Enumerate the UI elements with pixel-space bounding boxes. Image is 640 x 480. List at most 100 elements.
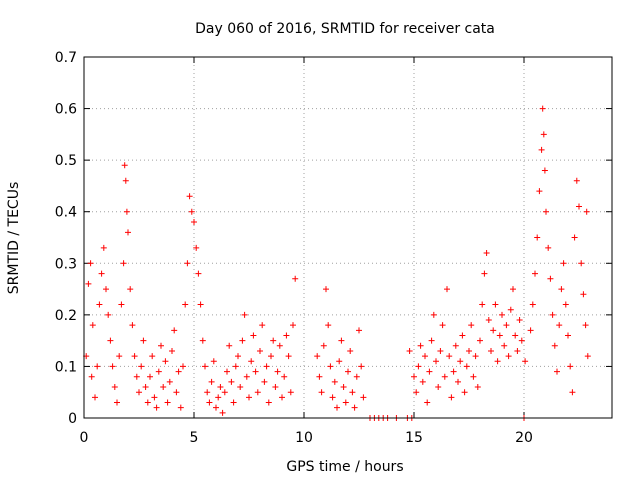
data-point: [184, 260, 191, 267]
data-point: [237, 384, 244, 391]
data-point: [153, 404, 160, 411]
data-point: [576, 203, 582, 210]
data-point: [565, 332, 571, 339]
data-point: [243, 373, 250, 380]
data-point: [325, 322, 332, 329]
data-point: [140, 337, 147, 344]
data-point: [512, 332, 519, 339]
data-point: [186, 193, 193, 200]
data-point: [505, 353, 512, 360]
data-point: [268, 353, 274, 360]
data-point: [419, 378, 426, 385]
data-point: [169, 347, 175, 354]
data-point: [318, 389, 325, 396]
data-point: [111, 384, 118, 391]
data-point: [463, 363, 470, 370]
data-point: [334, 404, 340, 411]
data-point: [539, 105, 546, 112]
data-point: [340, 384, 347, 391]
data-point: [257, 347, 263, 354]
data-point: [263, 363, 270, 370]
data-point: [283, 332, 290, 339]
data-point: [488, 347, 494, 354]
data-point: [571, 234, 578, 241]
data-point: [193, 244, 200, 251]
data-point: [347, 347, 354, 354]
data-point: [529, 301, 536, 308]
data-point: [444, 286, 450, 293]
data-point: [492, 301, 499, 308]
data-point: [105, 311, 112, 318]
y-tick-label: 0.5: [55, 153, 77, 169]
data-point: [228, 378, 235, 385]
data-point: [424, 399, 431, 406]
data-point: [136, 389, 142, 396]
data-point: [441, 373, 448, 380]
data-point: [166, 378, 173, 385]
data-point: [96, 301, 103, 308]
x-tick-label: 10: [295, 430, 313, 446]
data-point: [481, 270, 488, 277]
data-point: [532, 270, 538, 277]
x-axis-label: GPS time / hours: [286, 459, 403, 475]
data-point: [232, 363, 239, 370]
data-point: [85, 280, 92, 287]
data-point: [177, 404, 184, 411]
data-point: [477, 337, 483, 344]
data-point: [160, 384, 167, 391]
chart-title: Day 060 of 2016, SRMTID for receiver cat…: [195, 21, 495, 37]
data-point: [204, 389, 211, 396]
data-point: [327, 363, 334, 370]
data-point: [164, 399, 171, 406]
data-point: [162, 358, 169, 365]
data-point: [129, 322, 136, 329]
data-point: [461, 389, 468, 396]
data-point: [446, 353, 453, 360]
data-point: [452, 342, 459, 349]
y-ticks: 0 0.1 0.2 0.3 0.4 0.5 0.6 0.7: [55, 50, 612, 427]
data-point: [496, 332, 503, 339]
data-point: [151, 394, 158, 401]
data-point: [549, 311, 556, 318]
data-point: [180, 363, 186, 370]
data-point: [221, 389, 228, 396]
data-point: [114, 399, 120, 406]
data-point: [314, 353, 321, 360]
data-point: [507, 306, 514, 313]
data-point: [133, 373, 140, 380]
x-tick-label: 20: [515, 430, 533, 446]
data-point: [345, 368, 351, 375]
data-point: [246, 394, 252, 401]
data-point: [285, 353, 292, 360]
data-point: [265, 399, 272, 406]
y-tick-label: 0.7: [55, 50, 77, 66]
data-point: [336, 358, 343, 365]
data-point: [107, 337, 114, 344]
data-point: [435, 384, 442, 391]
data-point: [422, 353, 428, 360]
data-point: [270, 337, 277, 344]
data-point: [292, 275, 299, 282]
x-tick-label: 5: [190, 430, 199, 446]
data-point: [94, 363, 101, 370]
data-point: [360, 394, 367, 401]
data-point: [503, 322, 510, 329]
data-point: [120, 260, 127, 267]
data-point: [479, 301, 486, 308]
data-point: [131, 353, 138, 360]
data-point: [411, 373, 417, 380]
data-point: [583, 208, 590, 215]
data-point: [195, 270, 202, 277]
data-point: [437, 347, 444, 354]
data-point: [241, 311, 248, 318]
data-point: [320, 342, 327, 349]
x-ticks: 0 5 10 15 20: [80, 57, 533, 446]
data-point: [472, 353, 479, 360]
data-point: [518, 337, 525, 344]
data-point: [287, 389, 294, 396]
data-point: [316, 373, 323, 380]
data-point: [358, 363, 365, 370]
data-point: [217, 384, 224, 391]
data-point: [142, 384, 149, 391]
